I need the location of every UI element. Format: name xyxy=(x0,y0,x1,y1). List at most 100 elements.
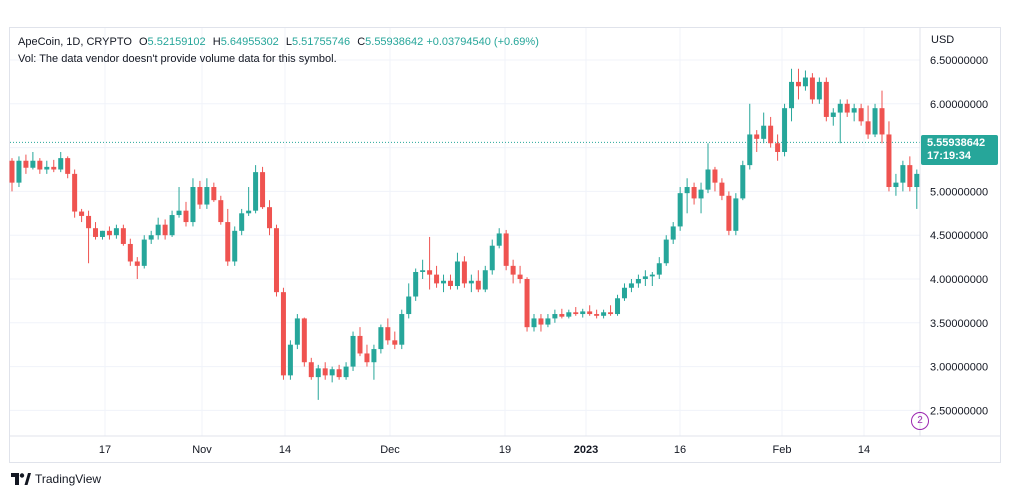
candle xyxy=(301,317,307,367)
candle xyxy=(684,178,690,214)
candle-body xyxy=(517,274,523,279)
candle-body xyxy=(65,158,71,174)
candle xyxy=(441,274,447,293)
candle-body xyxy=(740,165,746,199)
y-tick-label: 5.00000000 xyxy=(930,186,988,198)
candle-body xyxy=(315,368,321,378)
candle xyxy=(879,90,885,144)
candle-body xyxy=(239,213,245,231)
candle-body xyxy=(141,239,147,266)
candle xyxy=(580,308,586,318)
candle xyxy=(218,195,224,225)
candle-body xyxy=(663,239,669,264)
candle-body xyxy=(454,261,460,287)
candle-body xyxy=(712,169,718,183)
candle xyxy=(79,208,85,223)
candle xyxy=(503,229,509,271)
clock-icon[interactable]: 2 xyxy=(911,412,929,430)
candle xyxy=(399,309,405,350)
candle-body xyxy=(900,165,906,183)
candle xyxy=(141,235,147,269)
candle-body xyxy=(893,182,899,188)
candle xyxy=(789,68,795,122)
candle xyxy=(232,226,238,266)
candle xyxy=(782,103,788,157)
candle-body xyxy=(670,226,676,240)
candle xyxy=(99,230,105,240)
candle-body xyxy=(447,280,453,287)
currency-label[interactable]: USD xyxy=(931,34,955,46)
candle-body xyxy=(816,81,822,100)
candle-body xyxy=(601,312,607,316)
candle-body xyxy=(775,143,781,152)
candle xyxy=(747,103,753,170)
candle xyxy=(705,143,711,194)
candle-body xyxy=(343,366,349,378)
tradingview-logo[interactable]: TradingView xyxy=(11,472,101,486)
price-axis[interactable]: 6.500000006.000000005.500000005.00000000… xyxy=(930,55,988,417)
candle xyxy=(837,99,843,144)
x-tick-label: 19 xyxy=(499,444,511,456)
candle xyxy=(545,314,551,328)
candle-body xyxy=(44,166,50,170)
candle xyxy=(280,287,286,380)
candle xyxy=(16,156,22,188)
candle xyxy=(559,308,565,319)
candle-body xyxy=(336,369,342,378)
candle xyxy=(461,256,467,288)
candle-body xyxy=(99,230,105,237)
candle xyxy=(113,224,119,239)
candle-body xyxy=(886,134,892,188)
candle xyxy=(420,259,426,279)
candle xyxy=(434,265,440,288)
x-tick-label: Dec xyxy=(380,444,400,456)
candle-body xyxy=(267,207,273,229)
candle xyxy=(761,112,767,144)
candle-body xyxy=(106,230,112,236)
candle-body xyxy=(642,276,648,279)
candle-body xyxy=(475,280,481,290)
candle xyxy=(211,182,217,202)
last-price-value: 5.55938642 xyxy=(927,137,986,149)
candle-body xyxy=(434,274,440,284)
candle-body xyxy=(37,160,43,170)
candle-body xyxy=(322,368,328,376)
candle xyxy=(670,222,676,244)
candle-body xyxy=(246,210,252,214)
candle-body xyxy=(615,298,621,315)
candle-body xyxy=(308,362,314,378)
bar-countdown: 17:19:34 xyxy=(927,150,972,162)
candle-body xyxy=(218,200,224,223)
candle xyxy=(225,208,231,266)
candle xyxy=(72,169,78,218)
candle-body xyxy=(573,312,579,315)
candle-body xyxy=(865,121,871,135)
candle-body xyxy=(538,318,544,325)
candle-body xyxy=(691,187,697,199)
candle-body xyxy=(190,187,196,223)
candle xyxy=(830,108,836,126)
candle-body xyxy=(496,233,502,246)
candle xyxy=(900,160,906,192)
candle-body xyxy=(782,108,788,152)
candle xyxy=(691,182,697,205)
candle xyxy=(267,200,273,236)
candle-body xyxy=(768,125,774,144)
candle-body xyxy=(684,187,690,194)
candle xyxy=(823,77,829,122)
candle-body xyxy=(23,160,29,168)
candle xyxy=(294,314,300,350)
candle xyxy=(162,219,168,240)
x-tick-label: 14 xyxy=(279,444,291,456)
candle-body xyxy=(705,169,711,190)
candle-body xyxy=(914,173,920,188)
candle-body xyxy=(719,182,725,196)
candle xyxy=(496,228,502,249)
candle xyxy=(287,340,293,380)
candle xyxy=(197,180,203,209)
candle-body xyxy=(364,353,370,363)
candle xyxy=(475,270,481,293)
candle-body xyxy=(9,160,15,183)
time-axis[interactable]: 17 Nov 14 Dec 19 2023 16 Feb 14 xyxy=(99,444,870,456)
